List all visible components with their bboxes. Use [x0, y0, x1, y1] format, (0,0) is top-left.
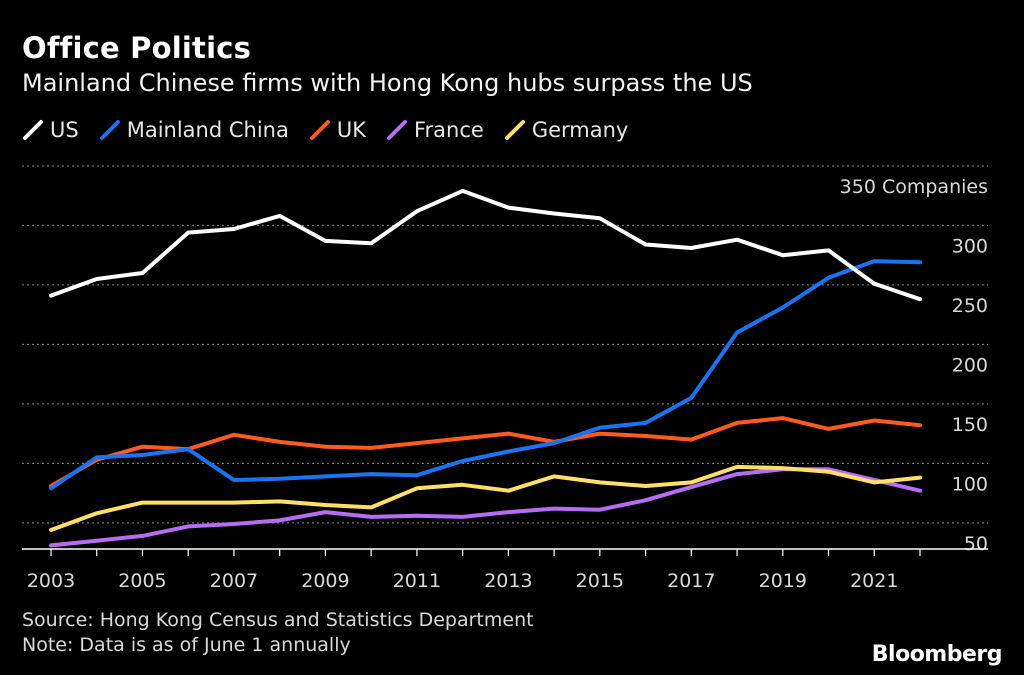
- line-chart: 50 100 150 200 250 300 350 Companies 2003 2005 20…: [22, 165, 988, 592]
- legend-item-mainland-china: Mainland China: [99, 118, 289, 142]
- series-line-mainland-china: [49, 259, 922, 491]
- legend: US Mainland China UK France Germany: [22, 118, 648, 142]
- x-tick-label-2011: 2011: [393, 570, 441, 592]
- series-line-uk: [49, 416, 922, 488]
- legend-label-uk: UK: [336, 118, 366, 142]
- x-tick-label-2007: 2007: [210, 570, 258, 592]
- legend-item-germany: Germany: [504, 118, 629, 142]
- chart-title: Office Politics: [22, 31, 252, 65]
- chart-subtitle: Mainland Chinese firms with Hong Kong hu…: [22, 69, 753, 97]
- series-line-us: [49, 188, 922, 302]
- data-note: Note: Data is as of June 1 annually: [22, 634, 351, 656]
- legend-label-france: France: [414, 118, 484, 142]
- legend-swatch-us: [23, 120, 43, 140]
- y-tick-label-250: 250: [952, 295, 988, 317]
- legend-swatch-france: [387, 120, 407, 140]
- legend-label-us: US: [50, 118, 79, 142]
- series-line-germany: [49, 464, 922, 532]
- y-tick-label-200: 200: [952, 354, 988, 376]
- x-tick-label-2009: 2009: [301, 570, 349, 592]
- legend-swatch-mainland-china: [99, 120, 120, 140]
- y-tick-label-150: 150: [952, 414, 988, 436]
- y-tick-label-300: 300: [952, 235, 988, 257]
- series-line-france: [49, 467, 922, 548]
- x-tick-label-2021: 2021: [850, 570, 898, 592]
- legend-item-uk: UK: [309, 118, 366, 142]
- x-tick-label-2015: 2015: [576, 570, 624, 592]
- legend-item-france: France: [386, 118, 484, 142]
- legend-label-mainland-china: Mainland China: [126, 118, 289, 142]
- bloomberg-logo: Bloomberg: [871, 642, 1003, 667]
- x-tick-label-2003: 2003: [27, 570, 75, 592]
- legend-swatch-uk: [309, 120, 330, 140]
- legend-item-us: US: [22, 118, 79, 142]
- legend-swatch-germany: [504, 120, 525, 140]
- x-tick-label-2005: 2005: [118, 570, 166, 592]
- y-tick-label-50: 50: [964, 533, 988, 555]
- legend-label-germany: Germany: [531, 118, 629, 142]
- x-tick-label-2017: 2017: [667, 570, 715, 592]
- source-note: Source: Hong Kong Census and Statistics …: [22, 609, 534, 631]
- y-tick-label-100: 100: [952, 473, 988, 495]
- y-tick-label-350: 350 Companies: [840, 176, 988, 198]
- x-tick-label-2013: 2013: [484, 570, 532, 592]
- x-tick-label-2019: 2019: [759, 570, 807, 592]
